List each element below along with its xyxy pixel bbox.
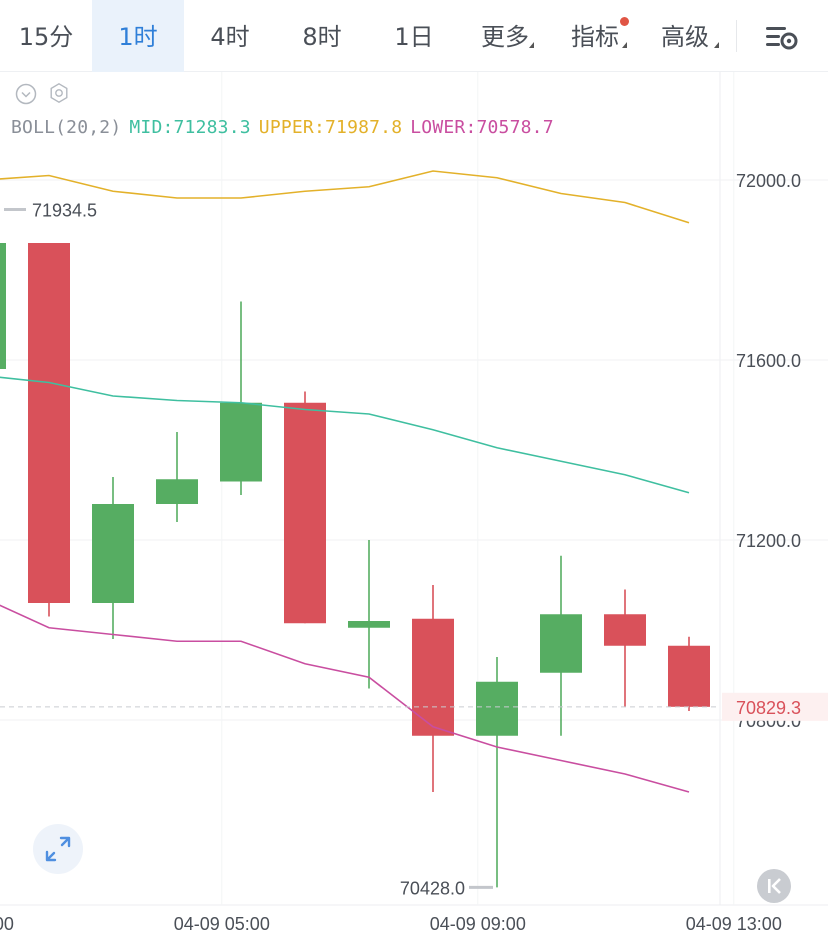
tab-advanced[interactable]: 高级 bbox=[640, 0, 730, 72]
candle-down bbox=[28, 243, 70, 617]
notification-dot bbox=[620, 17, 629, 26]
boll-mid: MID:71283.3 bbox=[129, 117, 251, 138]
boll-name: BOLL(20,2) bbox=[11, 117, 122, 138]
boll-legend: BOLL(20,2) MID:71283.3 UPPER:71987.8 LOWER:… bbox=[11, 117, 562, 138]
x-tick-label: 04-09 01:00 bbox=[0, 914, 14, 934]
boll-upper-line bbox=[0, 170, 690, 224]
boll-lower-line bbox=[0, 604, 690, 793]
candle-up bbox=[348, 540, 390, 689]
tab-label: 4时 bbox=[210, 23, 250, 51]
candle-body bbox=[348, 621, 390, 628]
tab-label: 指标 bbox=[571, 23, 619, 51]
candle-up bbox=[156, 432, 198, 522]
indicator-settings-icon[interactable] bbox=[48, 82, 70, 104]
tab-15m[interactable]: 15分 bbox=[0, 0, 92, 72]
tab-label: 1日 bbox=[394, 23, 434, 51]
fullscreen-expand-button[interactable] bbox=[33, 824, 83, 874]
candle-body bbox=[0, 243, 6, 369]
chart-settings-icon[interactable] bbox=[762, 22, 800, 52]
boll-lower: LOWER:70578.7 bbox=[410, 117, 554, 138]
candle-body bbox=[284, 402, 326, 624]
candle-down bbox=[412, 585, 454, 792]
candle-body bbox=[476, 681, 518, 736]
candle-body bbox=[412, 618, 454, 736]
dropdown-triangle-icon bbox=[529, 42, 534, 48]
tab-label: 高级 bbox=[661, 23, 709, 51]
candle-up bbox=[92, 477, 134, 639]
last-price-tag bbox=[722, 692, 828, 721]
tab-indicators[interactable]: 指标 bbox=[550, 0, 640, 72]
expand-arrows-icon bbox=[45, 836, 71, 862]
x-tick-label: 04-09 05:00 bbox=[174, 914, 270, 934]
collapse-chevron-icon[interactable] bbox=[15, 83, 37, 105]
tab-1d[interactable]: 1日 bbox=[368, 0, 460, 72]
dropdown-triangle-icon bbox=[714, 42, 719, 48]
tab-more[interactable]: 更多 bbox=[460, 0, 550, 72]
candle-up bbox=[540, 555, 582, 736]
tab-1h[interactable]: 1时 bbox=[92, 0, 184, 72]
tab-label: 8时 bbox=[302, 23, 342, 51]
skip-to-end-icon bbox=[768, 878, 781, 894]
x-tick-label: 04-09 13:00 bbox=[686, 914, 782, 934]
candle-down bbox=[604, 589, 646, 707]
scroll-to-latest-button[interactable] bbox=[757, 869, 791, 903]
last-price-label: 70829.3 bbox=[736, 698, 801, 718]
candle-down bbox=[668, 636, 710, 711]
y-tick-label: 71200.0 bbox=[736, 531, 801, 551]
boll-mid-line bbox=[0, 376, 690, 494]
timeframe-tab-bar: 15分 1时 4时 8时 1日 更多 指标 高级 bbox=[0, 0, 828, 72]
tab-label: 1时 bbox=[118, 23, 158, 51]
candle-body bbox=[220, 402, 262, 482]
x-tick-label: 04-09 09:00 bbox=[430, 914, 526, 934]
tab-divider bbox=[736, 20, 737, 52]
min-price-label: 70428.0 bbox=[400, 878, 465, 898]
candle-up bbox=[220, 301, 262, 495]
candle-up bbox=[0, 243, 6, 369]
tab-4h[interactable]: 4时 bbox=[184, 0, 276, 72]
candle-body bbox=[156, 479, 198, 504]
candle-body bbox=[668, 645, 710, 707]
tab-label: 15分 bbox=[18, 23, 74, 51]
y-tick-label: 72000.0 bbox=[736, 171, 801, 191]
candle-body bbox=[92, 504, 134, 603]
max-price-label: 71934.5 bbox=[32, 200, 97, 220]
boll-upper: UPPER:71987.8 bbox=[258, 117, 403, 138]
dropdown-triangle-icon bbox=[622, 42, 627, 48]
candle-body bbox=[604, 614, 646, 646]
y-tick-label: 71600.0 bbox=[736, 351, 801, 371]
candle-down bbox=[284, 391, 326, 624]
tab-label: 更多 bbox=[481, 23, 529, 51]
tab-8h[interactable]: 8时 bbox=[276, 0, 368, 72]
candle-up bbox=[476, 657, 518, 888]
candle-body bbox=[28, 243, 70, 603]
candle-body bbox=[540, 614, 582, 673]
